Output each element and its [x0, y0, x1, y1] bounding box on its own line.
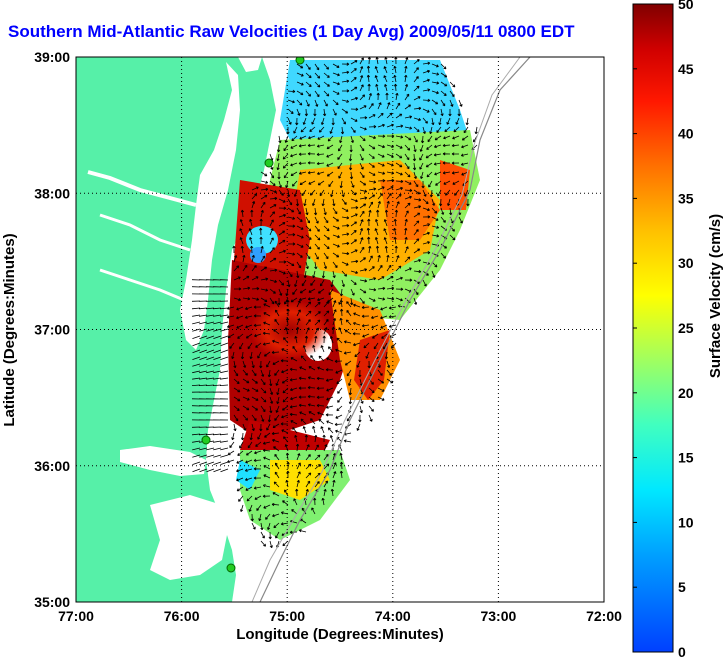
y-tick-label: 39:00 — [34, 49, 70, 65]
colorbar-tick-label: 0 — [678, 644, 686, 659]
y-tick-label: 35:00 — [34, 594, 70, 610]
colorbar-label: Surface Velocity (cm/s) — [707, 214, 724, 378]
x-axis-ticks: 77:00 76:00 75:00 74:00 73:00 72:00 — [58, 608, 622, 624]
shelf-contour-2 — [251, 57, 521, 602]
grid — [76, 57, 604, 602]
colorbar-tick-label: 35 — [678, 190, 694, 206]
map-title: Southern Mid-Atlantic Raw Velocities (1 … — [8, 22, 575, 41]
potomac-river — [87, 170, 197, 207]
rappahannock-river — [99, 213, 191, 252]
x-tick-label: 77:00 — [58, 608, 94, 624]
plot-frame — [75, 56, 605, 603]
y-axis-label: Latitude (Degrees:Minutes) — [1, 233, 18, 426]
y-tick-label: 38:00 — [34, 185, 70, 201]
hf-radar-stations — [201, 57, 305, 573]
pamlico-sound — [150, 495, 228, 580]
colorbar-tick-label: 50 — [678, 0, 694, 12]
chesapeake-bay — [180, 62, 240, 350]
colorbar-tick-label: 15 — [678, 450, 694, 466]
colorbar-tick-label: 20 — [678, 385, 694, 401]
x-tick-label: 74:00 — [375, 608, 411, 624]
x-tick-label: 72:00 — [586, 608, 622, 624]
y-tick-label: 36:00 — [34, 458, 70, 474]
y-tick-label: 37:00 — [34, 322, 70, 338]
x-tick-label: 73:00 — [480, 608, 516, 624]
delaware-bay — [238, 57, 262, 72]
velocity-arrow-vectors — [191, 57, 478, 549]
colorbar-tick-label: 10 — [678, 514, 694, 530]
colorbar-tick-label: 25 — [678, 320, 694, 336]
x-tick-label: 75:00 — [269, 608, 305, 624]
velocity-arrows — [191, 57, 478, 549]
colorbar-tick-label: 30 — [678, 255, 694, 271]
colorbar-tick-label: 45 — [678, 61, 694, 77]
colorbar-tick-label: 5 — [678, 579, 686, 595]
x-axis-label: Longitude (Degrees:Minutes) — [236, 626, 444, 643]
colorbar — [632, 3, 674, 653]
colorbar-tick-label: 40 — [678, 126, 694, 142]
x-tick-label: 76:00 — [164, 608, 200, 624]
york-james-river — [99, 268, 185, 302]
albemarle-sound — [120, 446, 206, 476]
y-axis-ticks: 39:00 38:00 37:00 36:00 35:00 — [34, 49, 70, 610]
shelf-contour — [259, 57, 531, 602]
